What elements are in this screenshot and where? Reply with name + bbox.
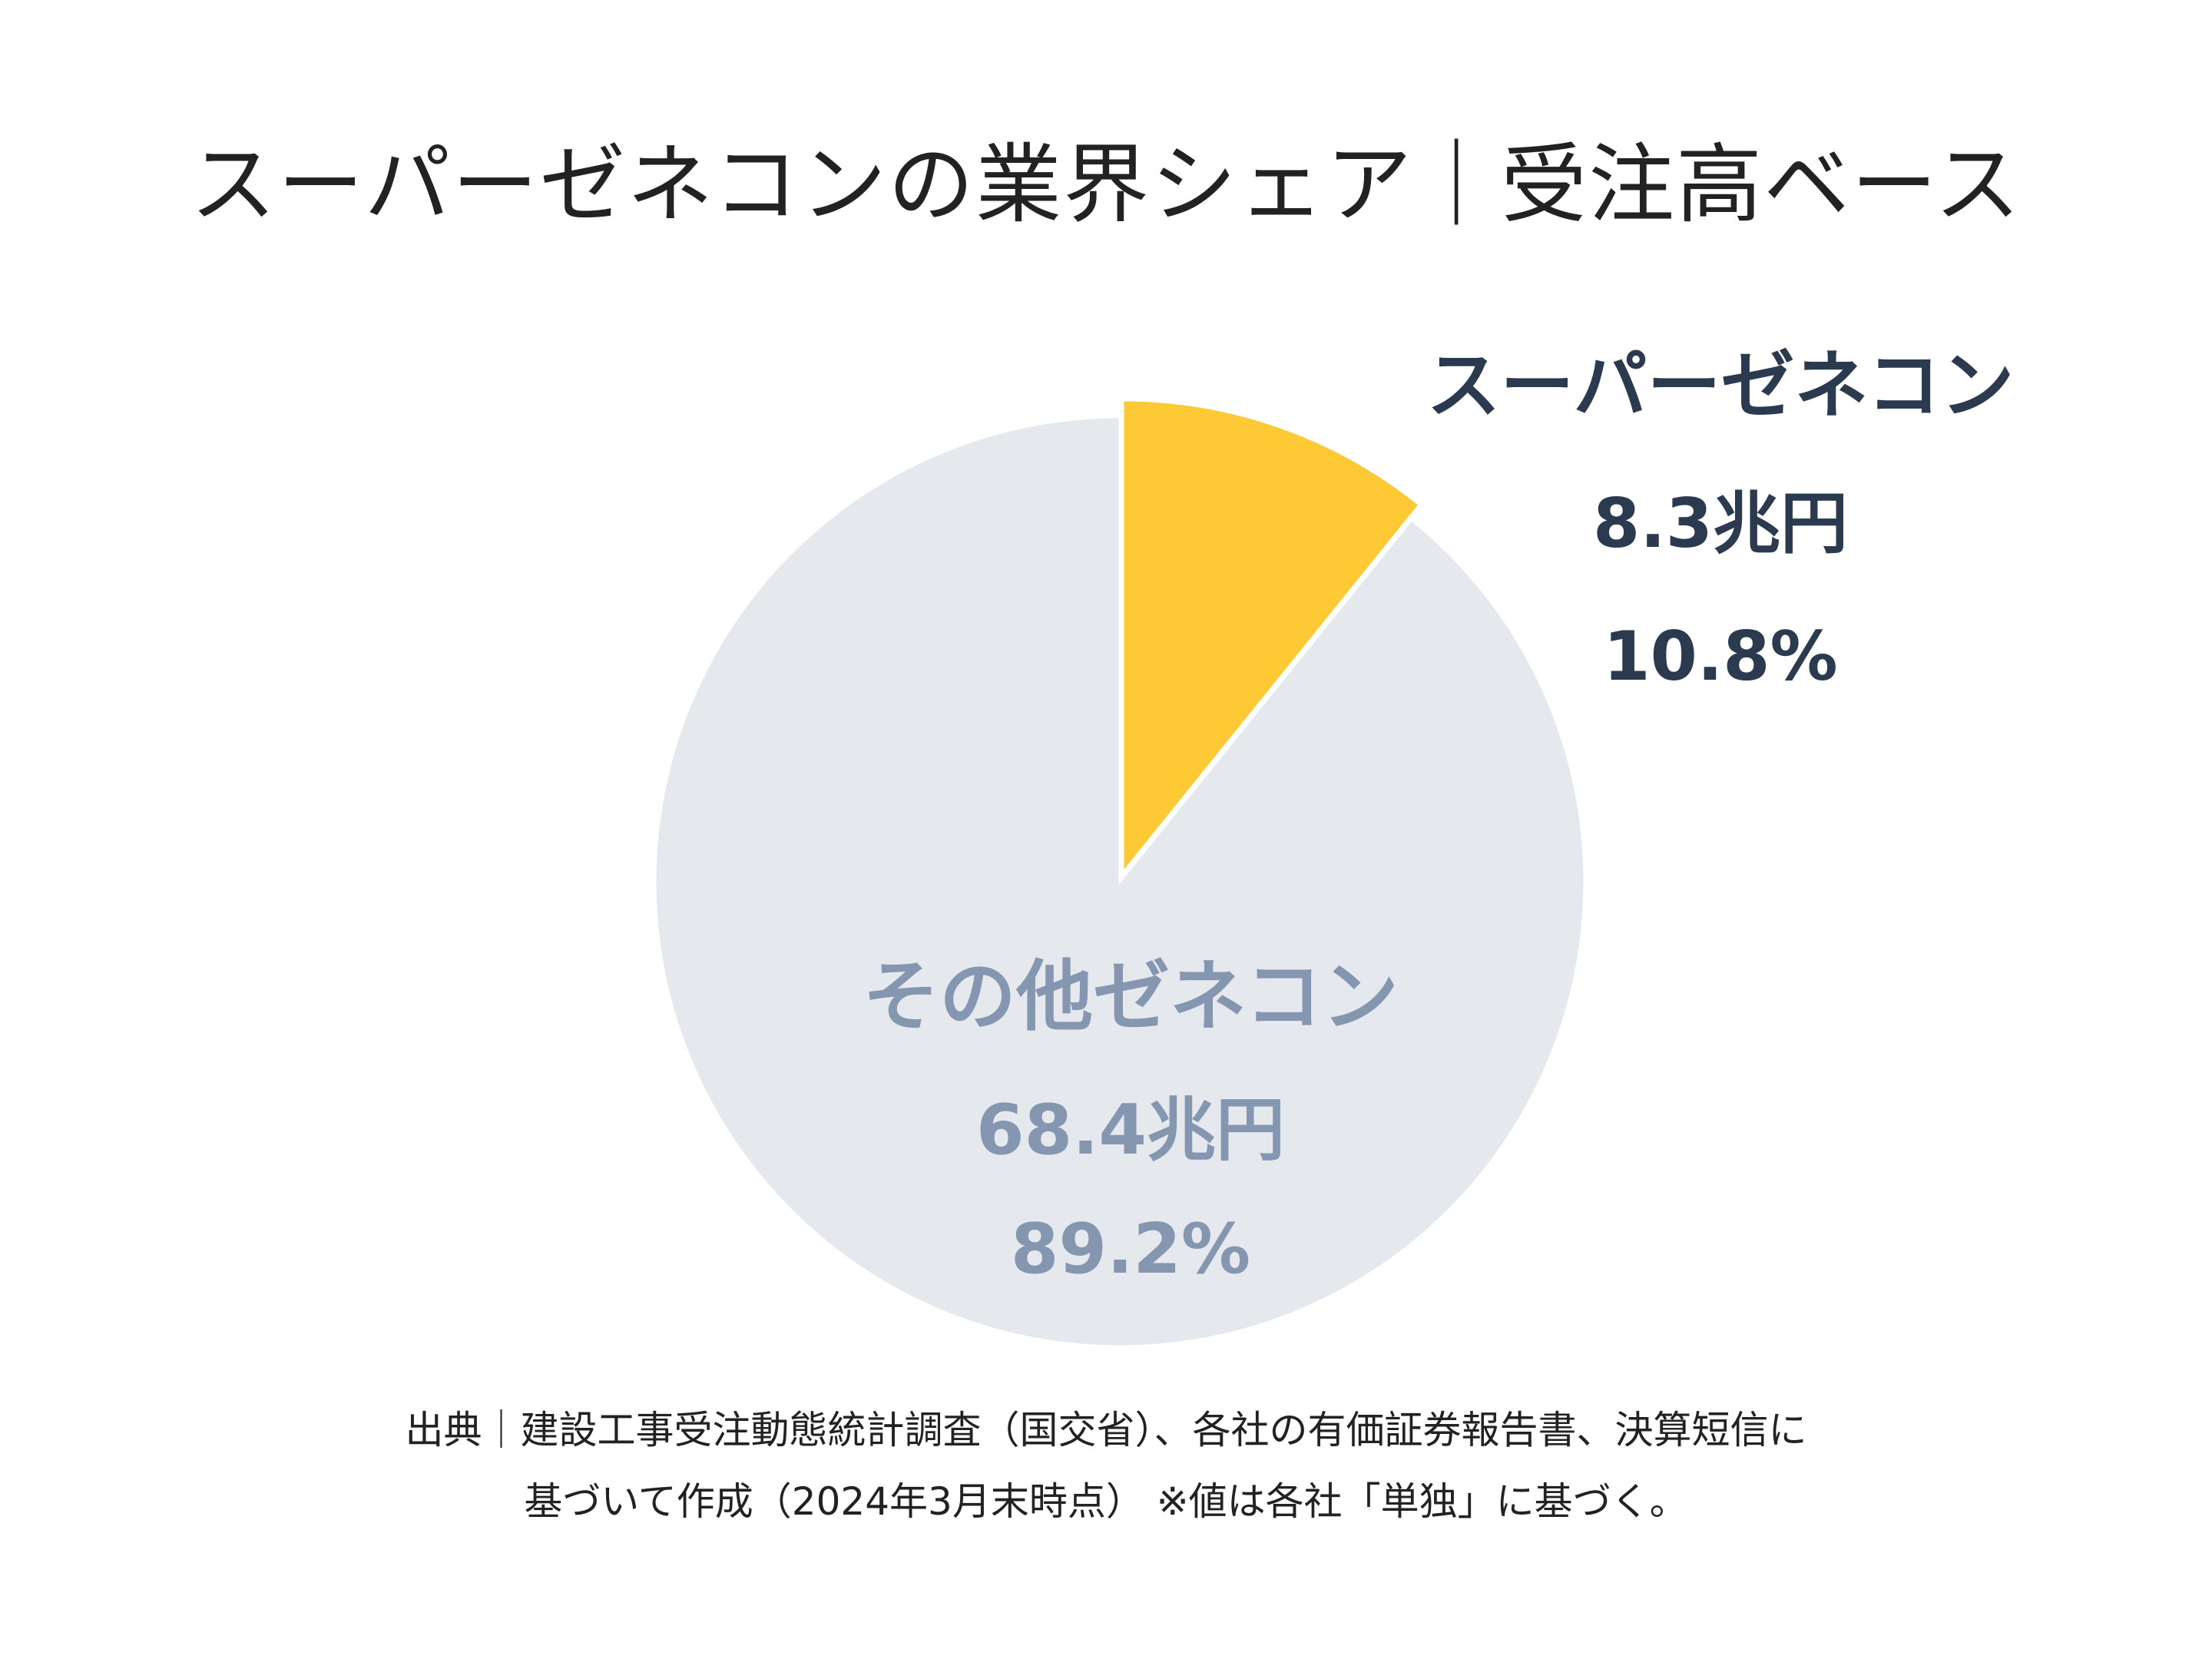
chart-title: スーパーゼネコンの業界シェア｜受注高ベース — [190, 135, 2022, 235]
pie-slice-other-zenecon — [654, 416, 1586, 1348]
source-note-line-1: 出典｜建設工事受注動態統計調査（国交省）、各社の有価証券報告書、決算短信に — [405, 1408, 1807, 1452]
pie-slice-super-zenecon — [1121, 399, 1422, 876]
slice-amount-super-zenecon: 8.3兆円 — [1593, 484, 1848, 563]
source-note-line-2: 基づいて作成（2024年3月末時点） ※値は各社「単独」に基づく。 — [524, 1479, 1688, 1524]
pie-slices — [654, 399, 1586, 1348]
slice-amount-other-zenecon: 68.4兆円 — [976, 1090, 1285, 1171]
slice-label-other-zenecon: その他ゼネコン — [863, 952, 1399, 1041]
slice-percent-other-zenecon: 89.2% — [1011, 1209, 1250, 1290]
slice-percent-super-zenecon: 10.8% — [1603, 617, 1837, 696]
slice-label-super-zenecon: スーパーゼネコン — [1426, 343, 2014, 429]
